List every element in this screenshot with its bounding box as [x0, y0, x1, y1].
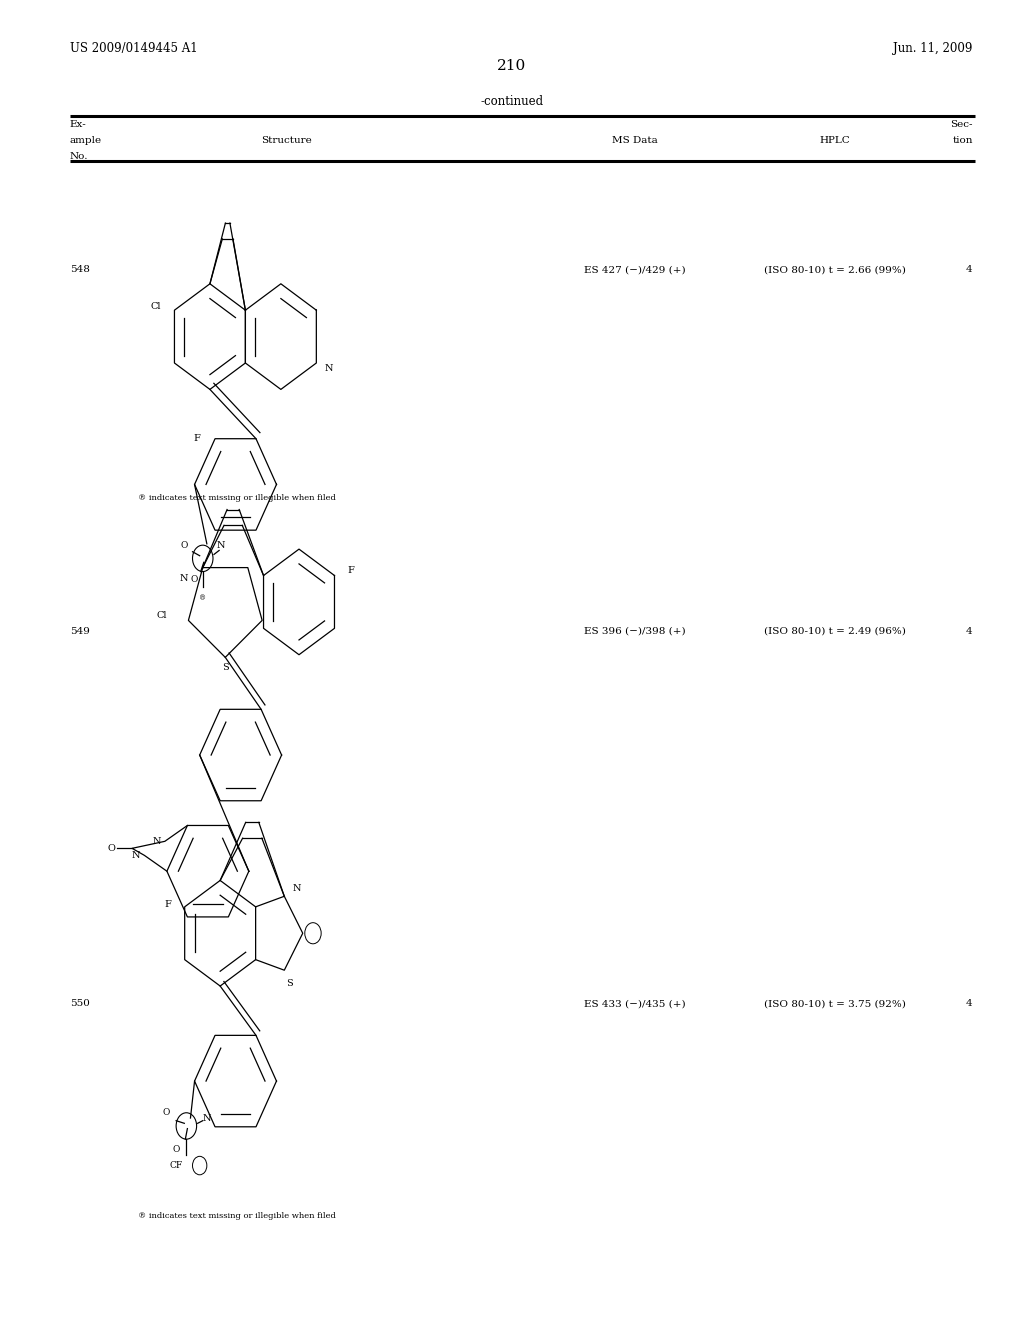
Text: Sec-: Sec- [950, 120, 973, 129]
Text: ® indicates text missing or illegible when filed: ® indicates text missing or illegible wh… [138, 494, 336, 502]
Text: 4: 4 [967, 999, 973, 1008]
Text: ES 396 (−)/398 (+): ES 396 (−)/398 (+) [584, 627, 686, 636]
Text: CF: CF [170, 1162, 182, 1170]
Text: Structure: Structure [261, 136, 312, 145]
Text: ® indicates text missing or illegible when filed: ® indicates text missing or illegible wh… [138, 1212, 336, 1220]
Text: 549: 549 [70, 627, 89, 636]
Text: ES 433 (−)/435 (+): ES 433 (−)/435 (+) [584, 999, 686, 1008]
Text: No.: No. [70, 152, 88, 161]
Text: US 2009/0149445 A1: US 2009/0149445 A1 [70, 42, 198, 55]
Text: 548: 548 [70, 265, 89, 275]
Text: F: F [165, 900, 172, 908]
Text: tion: tion [952, 136, 973, 145]
Text: F: F [347, 566, 354, 574]
Text: N: N [325, 364, 333, 372]
Text: S: S [286, 979, 293, 987]
Text: Ex-: Ex- [70, 120, 86, 129]
Text: 550: 550 [70, 999, 89, 1008]
Text: N: N [292, 884, 301, 892]
Text: ®: ® [200, 594, 206, 602]
Text: O: O [162, 1109, 170, 1117]
Text: O: O [180, 541, 188, 549]
Text: N: N [217, 541, 225, 549]
Text: HPLC: HPLC [819, 136, 850, 145]
Text: (ISO 80-10) t = 2.66 (99%): (ISO 80-10) t = 2.66 (99%) [764, 265, 905, 275]
Text: 4: 4 [967, 265, 973, 275]
Text: Cl: Cl [151, 302, 161, 310]
Text: S: S [222, 664, 228, 672]
Text: 210: 210 [498, 59, 526, 74]
Text: -continued: -continued [480, 95, 544, 108]
Text: O: O [172, 1146, 180, 1154]
Text: N: N [203, 1114, 211, 1122]
Text: MS Data: MS Data [612, 136, 657, 145]
Text: F: F [194, 434, 200, 444]
Text: ample: ample [70, 136, 101, 145]
Text: (ISO 80-10) t = 3.75 (92%): (ISO 80-10) t = 3.75 (92%) [764, 999, 905, 1008]
Text: ES 427 (−)/429 (+): ES 427 (−)/429 (+) [584, 265, 686, 275]
Text: Jun. 11, 2009: Jun. 11, 2009 [893, 42, 973, 55]
Text: O: O [190, 576, 199, 583]
Text: O: O [108, 843, 116, 853]
Text: 4: 4 [967, 627, 973, 636]
Text: (ISO 80-10) t = 2.49 (96%): (ISO 80-10) t = 2.49 (96%) [764, 627, 905, 636]
Text: Cl: Cl [157, 611, 167, 619]
Text: N: N [153, 837, 161, 846]
Text: N: N [179, 574, 187, 582]
Text: N: N [132, 851, 140, 859]
